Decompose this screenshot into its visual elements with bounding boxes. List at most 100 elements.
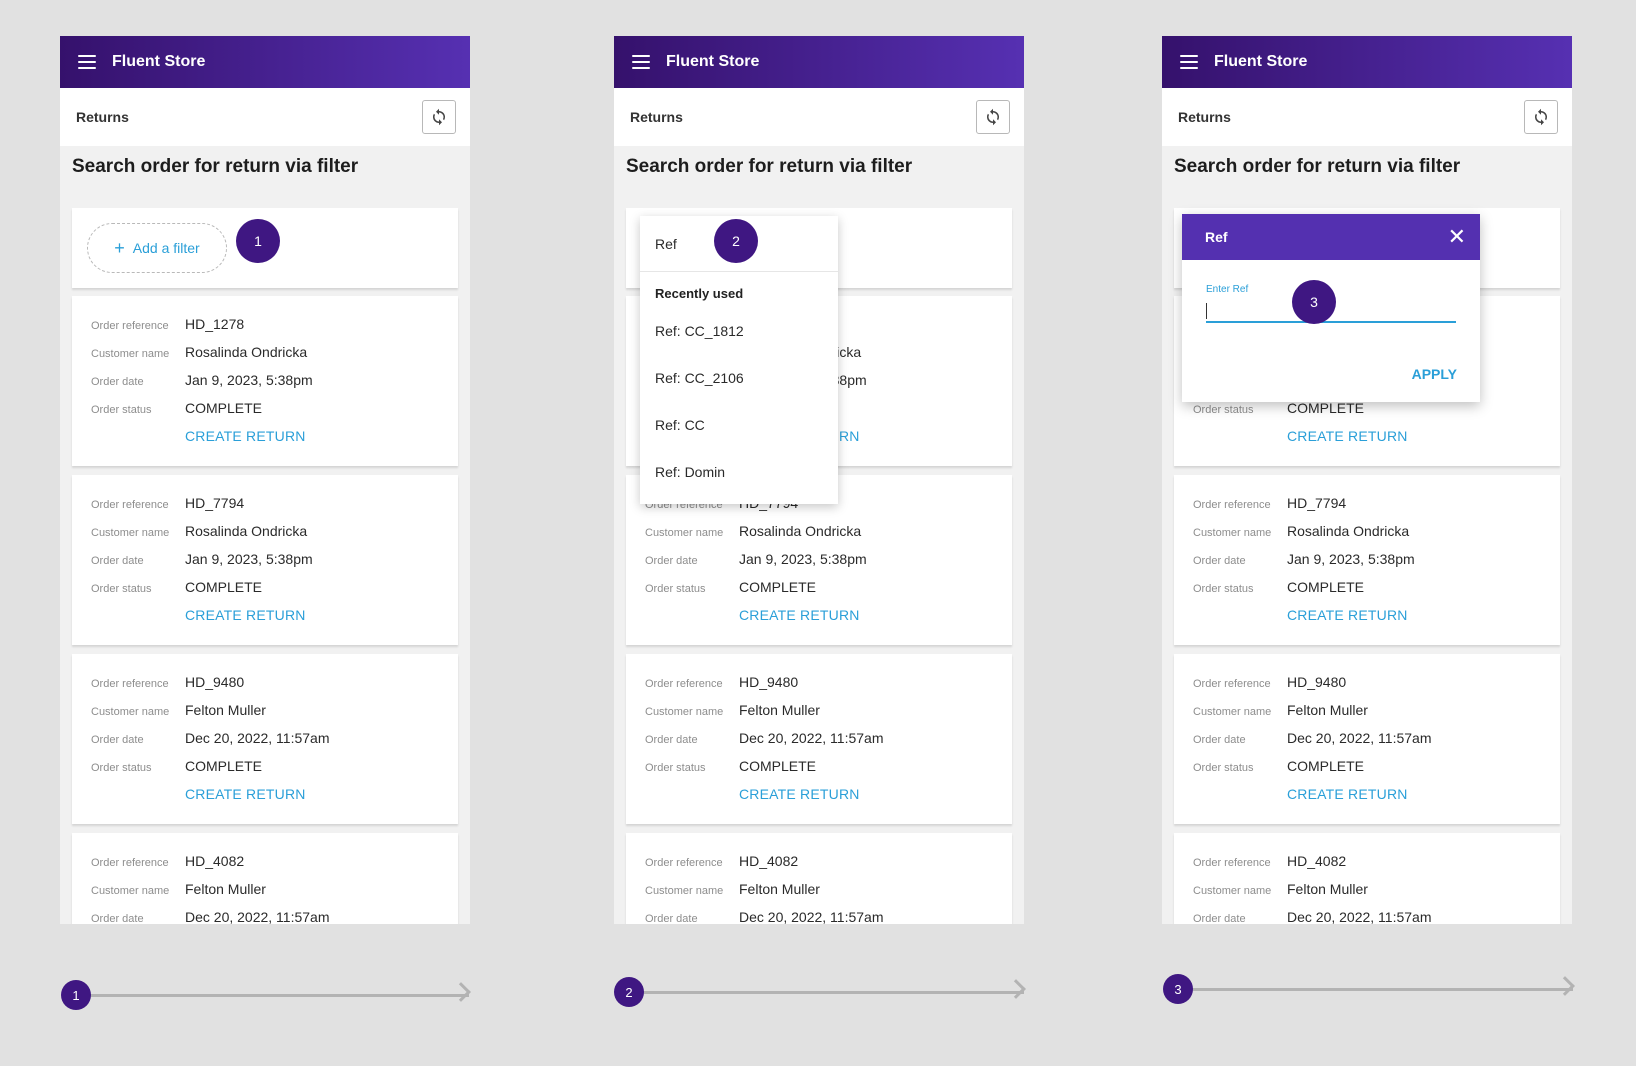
app-bar: Fluent Store: [1162, 36, 1572, 88]
hamburger-menu-icon[interactable]: [632, 55, 650, 69]
step-marker-2: 2: [714, 219, 758, 263]
order-status: COMPLETE: [739, 579, 817, 595]
order-date: Jan 9, 2023, 5:38pm: [1287, 551, 1415, 567]
order-reference: HD_1278: [185, 316, 245, 332]
order-date: Dec 20, 2022, 11:57am: [739, 909, 884, 924]
order-date-label: Order date: [91, 376, 144, 388]
order-reference-label: Order reference: [91, 857, 169, 869]
recent-filter-item[interactable]: Ref: CC_2106: [655, 369, 744, 386]
order-card: Order reference HD_9480 Customer name Felt…: [72, 654, 458, 824]
customer-name-label: Customer name: [1193, 527, 1272, 539]
order-status-label: Order status: [1193, 583, 1254, 595]
order-status: COMPLETE: [1287, 579, 1365, 595]
order-date-label: Order date: [645, 734, 698, 746]
dialog-header: Ref ✕: [1182, 214, 1480, 260]
recent-filter-item[interactable]: Ref: Domin: [655, 463, 726, 480]
order-status: COMPLETE: [1287, 758, 1365, 774]
screen-step-1: Fluent Store Returns Search order for re…: [60, 36, 470, 924]
order-reference: HD_4082: [185, 853, 245, 869]
order-status: COMPLETE: [185, 400, 263, 416]
arrow-right-icon: [451, 982, 471, 1002]
order-reference: HD_7794: [1287, 495, 1347, 511]
order-reference-label: Order reference: [91, 678, 169, 690]
customer-name-label: Customer name: [645, 885, 724, 897]
order-reference: HD_9480: [185, 674, 245, 690]
recently-used-heading: Recently used: [655, 286, 744, 301]
timeline-line: [76, 994, 469, 997]
dialog-title: Ref: [1205, 229, 1228, 245]
apply-button[interactable]: APPLY: [1411, 366, 1457, 382]
order-date-label: Order date: [91, 555, 144, 567]
refresh-button[interactable]: [1524, 100, 1558, 134]
order-reference: HD_4082: [739, 853, 799, 869]
step-timeline-3: 3: [1163, 974, 1575, 1008]
order-card: Order reference HD_1278 Customer name Rosa…: [72, 296, 458, 466]
create-return-link[interactable]: CREATE RETURN: [1287, 786, 1408, 802]
order-status-label: Order status: [91, 404, 152, 416]
order-status-label: Order status: [1193, 762, 1254, 774]
customer-name: Felton Muller: [739, 881, 820, 897]
order-date-label: Order date: [645, 913, 698, 924]
text-caret: [1206, 303, 1207, 319]
app-bar: Fluent Store: [614, 36, 1024, 88]
refresh-button[interactable]: [976, 100, 1010, 134]
page-title: Returns: [630, 109, 683, 125]
recent-filter-item[interactable]: Ref: CC_1812: [655, 322, 744, 339]
step-marker-3: 3: [1292, 280, 1336, 324]
create-return-link[interactable]: CREATE RETURN: [185, 786, 306, 802]
timeline-step-badge: 1: [61, 980, 91, 1010]
customer-name-label: Customer name: [91, 885, 170, 897]
order-date: Dec 20, 2022, 11:57am: [1287, 909, 1432, 924]
create-return-link[interactable]: CREATE RETURN: [739, 786, 860, 802]
order-reference: HD_7794: [185, 495, 245, 511]
customer-name-label: Customer name: [1193, 706, 1272, 718]
customer-name-label: Customer name: [91, 348, 170, 360]
ref-input-field: Enter Ref: [1206, 284, 1456, 323]
customer-name-label: Customer name: [645, 527, 724, 539]
hamburger-menu-icon[interactable]: [1180, 55, 1198, 69]
order-status-label: Order status: [91, 583, 152, 595]
order-status-label: Order status: [645, 583, 706, 595]
order-card: Order reference HD_9480 Customer name Felt…: [626, 654, 1012, 824]
customer-name: Rosalinda Ondricka: [185, 523, 308, 539]
order-status-label: Order status: [1193, 404, 1254, 416]
create-return-link[interactable]: CREATE RETURN: [1287, 607, 1408, 623]
screen-step-3: Fluent Store Returns Search order for re…: [1162, 36, 1572, 924]
ref-input[interactable]: [1206, 301, 1456, 323]
order-reference-label: Order reference: [1193, 678, 1271, 690]
refresh-icon: [432, 108, 446, 126]
dropdown-option-ref[interactable]: Ref: [640, 216, 838, 272]
order-status: COMPLETE: [185, 579, 263, 595]
close-icon[interactable]: ✕: [1447, 224, 1466, 249]
customer-name: Felton Muller: [1287, 702, 1368, 718]
order-status-label: Order status: [91, 762, 152, 774]
order-card: Order reference HD_9480 Customer name Felt…: [1174, 654, 1560, 824]
create-return-link[interactable]: CREATE RETURN: [1287, 428, 1408, 444]
recent-filter-item[interactable]: Ref: CC: [655, 416, 705, 433]
create-return-link[interactable]: CREATE RETURN: [185, 428, 306, 444]
page-subheader: Returns: [1162, 88, 1572, 146]
hamburger-menu-icon[interactable]: [78, 55, 96, 69]
order-date-label: Order date: [91, 913, 144, 924]
customer-name-label: Customer name: [91, 527, 170, 539]
order-reference: HD_9480: [739, 674, 799, 690]
customer-name: Rosalinda Ondricka: [739, 523, 862, 539]
order-date: Jan 9, 2023, 5:38pm: [739, 551, 867, 567]
order-date-label: Order date: [1193, 734, 1246, 746]
order-card: Order reference HD_4082 Customer name Felt…: [1174, 833, 1560, 924]
refresh-button[interactable]: [422, 100, 456, 134]
order-date: Jan 9, 2023, 5:38pm: [185, 551, 313, 567]
order-status: COMPLETE: [185, 758, 263, 774]
create-return-link[interactable]: CREATE RETURN: [739, 607, 860, 623]
page-subheader: Returns: [60, 88, 470, 146]
page-subheader: Returns: [614, 88, 1024, 146]
customer-name: Felton Muller: [185, 702, 266, 718]
order-date: Dec 20, 2022, 11:57am: [185, 730, 330, 746]
refresh-icon: [1534, 108, 1548, 126]
create-return-link[interactable]: CREATE RETURN: [185, 607, 306, 623]
customer-name: Rosalinda Ondricka: [185, 344, 308, 360]
order-reference-label: Order reference: [1193, 499, 1271, 511]
add-filter-button[interactable]: + Add a filter: [87, 223, 227, 273]
add-filter-label: Add a filter: [132, 240, 200, 256]
order-date-label: Order date: [1193, 555, 1246, 567]
